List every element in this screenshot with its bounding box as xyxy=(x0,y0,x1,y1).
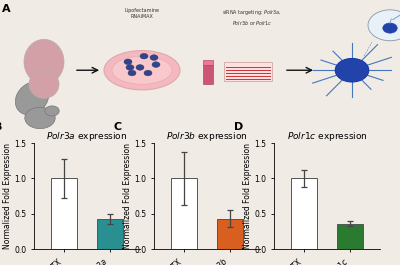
Circle shape xyxy=(25,107,55,129)
Text: D: D xyxy=(234,122,243,132)
Ellipse shape xyxy=(15,82,49,115)
Circle shape xyxy=(136,65,144,70)
Ellipse shape xyxy=(104,51,180,90)
Title: $\it{Polr3b}$ expression: $\it{Polr3b}$ expression xyxy=(166,130,248,143)
Bar xyxy=(203,65,213,84)
Title: $\it{Polr1c}$ expression: $\it{Polr1c}$ expression xyxy=(286,130,368,143)
Text: Lipofectamine
RNAiMAX: Lipofectamine RNAiMAX xyxy=(124,8,160,19)
Circle shape xyxy=(126,65,134,70)
Bar xyxy=(171,178,197,249)
Circle shape xyxy=(140,53,148,59)
Bar xyxy=(97,219,123,249)
Y-axis label: Normalized Fold Expression: Normalized Fold Expression xyxy=(123,143,132,249)
Text: C: C xyxy=(114,122,122,132)
Circle shape xyxy=(144,70,152,76)
Bar xyxy=(337,224,363,249)
Circle shape xyxy=(368,10,400,41)
Y-axis label: Normalized Fold Expression: Normalized Fold Expression xyxy=(3,143,12,249)
Bar xyxy=(51,178,77,249)
Text: siRNA targeting: $\it{Polr3a}$,
$\it{Polr3b}$ or $\it{Polr1c}$: siRNA targeting: $\it{Polr3a}$, $\it{Pol… xyxy=(222,8,282,26)
Y-axis label: Normalized Fold Expression: Normalized Fold Expression xyxy=(243,143,252,249)
Circle shape xyxy=(335,58,369,82)
Bar xyxy=(224,62,272,81)
Text: B: B xyxy=(0,122,2,132)
Ellipse shape xyxy=(112,56,172,84)
Title: $\it{Polr3a}$ expression: $\it{Polr3a}$ expression xyxy=(46,130,128,143)
Circle shape xyxy=(150,55,158,60)
Ellipse shape xyxy=(24,39,64,84)
Ellipse shape xyxy=(29,70,59,98)
Bar xyxy=(217,219,243,249)
Text: A: A xyxy=(2,4,11,14)
Circle shape xyxy=(128,70,136,76)
Circle shape xyxy=(383,23,397,33)
Circle shape xyxy=(45,106,59,116)
Circle shape xyxy=(124,59,132,65)
Circle shape xyxy=(152,62,160,67)
Bar xyxy=(203,60,213,65)
Bar xyxy=(291,178,317,249)
